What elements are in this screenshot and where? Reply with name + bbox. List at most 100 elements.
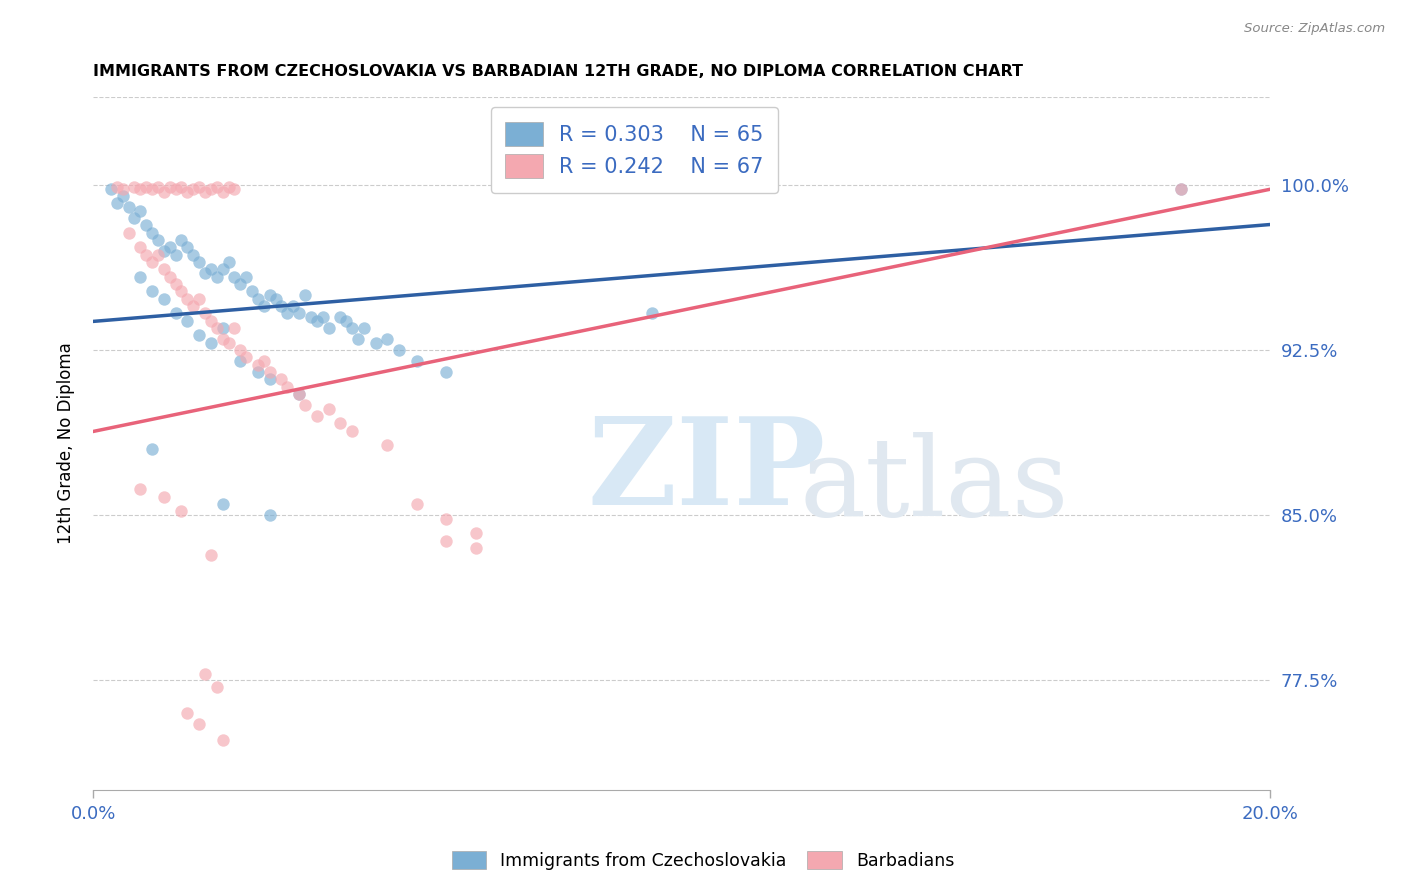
Point: [253, 354, 276, 368]
Point: [200, 182, 222, 196]
Point: [205, 180, 228, 194]
Point: [211, 185, 233, 199]
Point: [259, 365, 281, 379]
Point: [165, 248, 187, 262]
Point: [270, 371, 292, 385]
Point: [165, 182, 187, 196]
Point: [188, 293, 211, 307]
Point: [377, 437, 399, 451]
Point: [200, 261, 222, 276]
Point: [205, 680, 228, 694]
Point: [311, 310, 333, 324]
Point: [200, 548, 222, 562]
Point: [146, 248, 169, 262]
Point: [434, 512, 457, 526]
Point: [153, 244, 176, 258]
Point: [194, 305, 217, 319]
Point: [159, 239, 181, 253]
Y-axis label: 12th Grade, No Diploma: 12th Grade, No Diploma: [58, 343, 75, 544]
Point: [270, 299, 292, 313]
Point: [159, 180, 181, 194]
Point: [141, 442, 163, 456]
Point: [340, 321, 363, 335]
Point: [218, 180, 240, 194]
Point: [240, 284, 263, 298]
Point: [129, 204, 152, 219]
Point: [434, 365, 457, 379]
Point: [153, 185, 176, 199]
Point: [170, 504, 193, 518]
Point: [641, 305, 664, 319]
Point: [124, 211, 146, 225]
Point: [276, 380, 298, 394]
Point: [283, 299, 305, 313]
Point: [165, 305, 187, 319]
Point: [194, 666, 217, 681]
Point: [124, 180, 146, 194]
Point: [111, 182, 134, 196]
Point: [246, 359, 269, 373]
Point: [181, 182, 204, 196]
Point: [141, 284, 163, 298]
Point: [229, 277, 252, 291]
Point: [229, 343, 252, 357]
Point: [200, 336, 222, 351]
Point: [153, 293, 176, 307]
Point: [105, 180, 128, 194]
Point: [188, 255, 211, 269]
Point: [176, 314, 198, 328]
Point: [318, 321, 340, 335]
Point: [205, 270, 228, 285]
Point: [170, 180, 193, 194]
Point: [288, 305, 311, 319]
Point: [117, 200, 139, 214]
Point: [211, 732, 233, 747]
Point: [294, 398, 316, 412]
Point: [305, 314, 328, 328]
Point: [146, 233, 169, 247]
Point: [340, 425, 363, 439]
Point: [129, 270, 152, 285]
Point: [153, 491, 176, 505]
Point: [159, 270, 181, 285]
Point: [141, 182, 163, 196]
Point: [329, 416, 352, 430]
Point: [434, 534, 457, 549]
Point: [305, 409, 328, 423]
Point: [176, 706, 198, 721]
Point: [353, 321, 375, 335]
Point: [129, 182, 152, 196]
Point: [377, 332, 399, 346]
Point: [224, 321, 246, 335]
Point: [253, 299, 276, 313]
Point: [405, 497, 427, 511]
Point: [218, 336, 240, 351]
Point: [170, 284, 193, 298]
Text: atlas: atlas: [799, 432, 1069, 539]
Point: [1170, 182, 1192, 196]
Point: [288, 387, 311, 401]
Point: [141, 227, 163, 241]
Point: [259, 371, 281, 385]
Point: [165, 277, 187, 291]
Point: [211, 261, 233, 276]
Text: ZIP: ZIP: [588, 412, 825, 530]
Point: [211, 321, 233, 335]
Point: [194, 185, 217, 199]
Point: [135, 218, 157, 232]
Point: [129, 239, 152, 253]
Point: [176, 293, 198, 307]
Point: [146, 180, 169, 194]
Point: [335, 314, 357, 328]
Point: [129, 482, 152, 496]
Point: [176, 239, 198, 253]
Point: [246, 365, 269, 379]
Point: [181, 248, 204, 262]
Point: [347, 332, 370, 346]
Text: Source: ZipAtlas.com: Source: ZipAtlas.com: [1244, 22, 1385, 36]
Point: [205, 321, 228, 335]
Point: [288, 387, 311, 401]
Point: [211, 332, 233, 346]
Point: [188, 327, 211, 342]
Point: [229, 354, 252, 368]
